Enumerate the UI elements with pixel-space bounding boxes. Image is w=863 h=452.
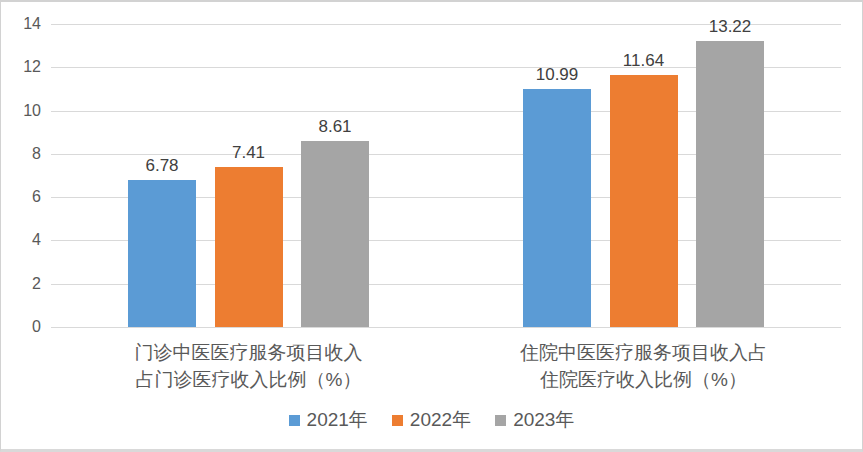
value-label-2023-group1: 8.61 — [318, 117, 351, 137]
y-tick-label-10: 10 — [1, 103, 41, 119]
bar-2023-group2 — [696, 41, 764, 327]
y-tick-label-4: 4 — [1, 232, 41, 248]
legend-item-2021: 2021年 — [289, 407, 368, 433]
value-label-2023-group2: 13.22 — [709, 17, 752, 37]
y-tick-label-12: 12 — [1, 59, 41, 75]
legend-swatch-2022-icon — [392, 415, 403, 426]
legend-label-2023: 2023年 — [513, 407, 574, 433]
legend-swatch-2021-icon — [289, 415, 300, 426]
bar-2021-group1 — [128, 180, 196, 327]
bar-2022-group1 — [215, 167, 283, 327]
legend-label-2021: 2021年 — [307, 407, 368, 433]
y-tick-label-8: 8 — [1, 146, 41, 162]
y-tick-label-2: 2 — [1, 276, 41, 292]
y-tick-label-0: 0 — [1, 319, 41, 335]
legend: 2021年 2022年 2023年 — [1, 407, 862, 433]
legend-item-2022: 2022年 — [392, 407, 471, 433]
value-label-2022-group2: 11.64 — [623, 51, 664, 71]
category-label-line1: 住院中医医疗服务项目收入占 — [520, 339, 767, 366]
value-label-2022-group1: 7.41 — [232, 143, 265, 163]
value-label-2021-group1: 6.78 — [145, 156, 178, 176]
category-label-inpatient: 住院中医医疗服务项目收入占 住院医疗收入比例（%） — [520, 339, 767, 393]
legend-item-2023: 2023年 — [495, 407, 574, 433]
legend-label-2022: 2022年 — [410, 407, 471, 433]
category-label-line1: 门诊中医医疗服务项目收入 — [135, 339, 363, 366]
bar-chart: 02468101214 6.7810.997.4111.648.6113.22 … — [0, 0, 863, 452]
bar-2022-group2 — [610, 75, 678, 327]
y-tick-label-14: 14 — [1, 16, 41, 32]
bar-2023-group1 — [301, 141, 369, 327]
bar-2021-group2 — [523, 89, 591, 327]
y-tick-label-6: 6 — [1, 189, 41, 205]
category-label-line2: 占门诊医疗收入比例（%） — [135, 366, 363, 393]
value-label-2021-group2: 10.99 — [536, 65, 579, 85]
gridline-y0 — [51, 327, 841, 328]
category-label-outpatient: 门诊中医医疗服务项目收入 占门诊医疗收入比例（%） — [135, 339, 363, 393]
category-label-line2: 住院医疗收入比例（%） — [520, 366, 767, 393]
legend-swatch-2023-icon — [495, 415, 506, 426]
